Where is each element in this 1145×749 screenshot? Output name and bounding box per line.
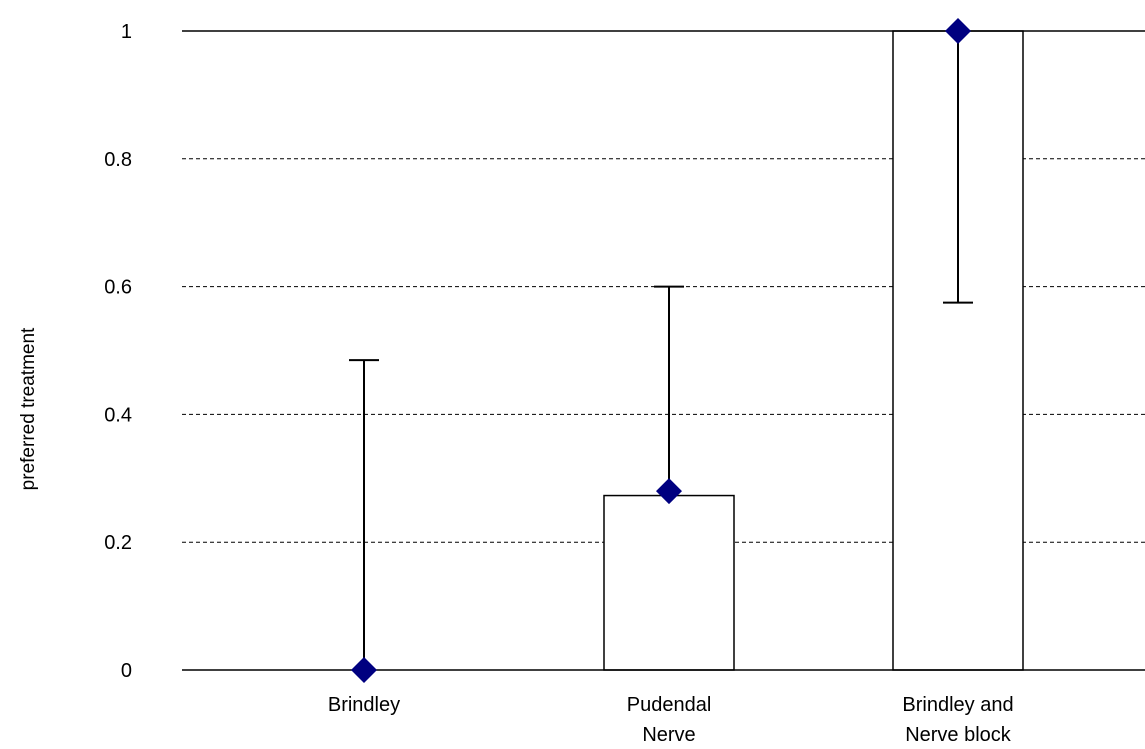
y-tick-label: 1	[121, 21, 132, 43]
data-point-marker	[656, 478, 682, 505]
x-category-labels: Brindley Pudendal Nerve Brindley and Nerve b…	[328, 694, 1014, 746]
x-category-label: Brindley and Nerve block	[902, 694, 1013, 746]
data-points	[351, 18, 971, 683]
bars	[603, 30, 1024, 671]
y-tick-label: 0	[121, 660, 132, 682]
error-bars	[349, 31, 973, 670]
bar	[603, 494, 735, 671]
data-point-marker	[945, 18, 971, 44]
y-tick-label: 0.6	[104, 277, 132, 299]
y-tick-label: 0.4	[104, 404, 132, 426]
axes	[182, 30, 1145, 671]
y-tick-labels: 0 0.2 0.4 0.6 0.8 1	[104, 21, 132, 682]
x-category-label: Brindley	[328, 694, 400, 716]
x-category-label: Pudendal Nerve	[627, 694, 712, 746]
data-point-marker	[351, 657, 377, 683]
y-tick-label: 0.8	[104, 149, 132, 171]
y-axis-title: preferred treatment	[18, 327, 39, 490]
y-tick-label: 0.2	[104, 532, 132, 554]
